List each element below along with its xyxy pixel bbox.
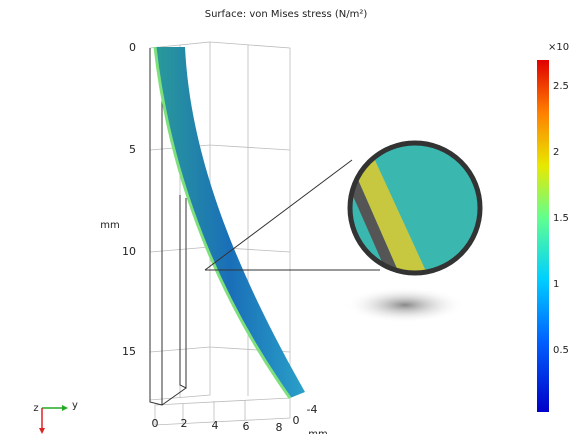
tick-label: 10 <box>122 245 136 258</box>
triad-label: z <box>33 403 38 414</box>
tick-label: 4 <box>212 419 219 432</box>
tick-label: 8 <box>276 421 283 434</box>
tick-label: 5 <box>129 143 136 156</box>
colorbar-tick: 2.5 <box>553 81 569 92</box>
wireframe <box>149 41 291 426</box>
zoom-view <box>350 143 480 273</box>
tick-label: 0 <box>293 414 300 427</box>
tick-label: 0 <box>129 41 136 54</box>
triad-label: y <box>72 400 78 411</box>
beam-edge <box>153 46 292 399</box>
tick-label: -4 <box>307 403 318 416</box>
axis-label: mm <box>100 220 119 231</box>
colorbar-tick: 2 <box>553 147 559 158</box>
axis-label: mm <box>308 429 327 434</box>
colorbar-tick: 1 <box>553 279 559 290</box>
zoom-ring <box>347 140 483 276</box>
tick-label: 2 <box>181 417 188 430</box>
plot-title: Surface: von Mises stress (N/m²) <box>205 9 368 20</box>
colorbar-exponent: ×10 <box>548 42 569 53</box>
tick-label: 0 <box>152 417 159 430</box>
shadow <box>345 287 465 323</box>
zoom-leader <box>204 159 380 271</box>
tick-label: 15 <box>122 345 136 358</box>
colorbar-tick: 1.5 <box>553 213 569 224</box>
axis-triad: z y <box>33 400 78 434</box>
colorbar <box>537 60 549 412</box>
tick-label: 6 <box>243 420 250 433</box>
colorbar-tick: 0.5 <box>553 345 569 356</box>
beam-surface <box>155 47 305 398</box>
